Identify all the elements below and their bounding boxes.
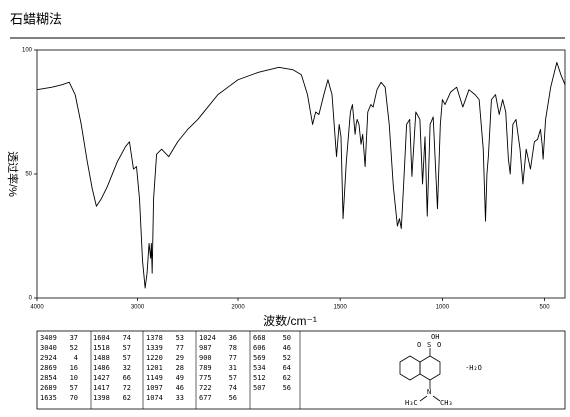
- peak-wavenumber: 722: [199, 384, 212, 392]
- y-tick-label: 100: [22, 48, 33, 54]
- peak-wavenumber: 775: [199, 374, 212, 382]
- peak-transmittance: 50: [283, 334, 291, 342]
- peak-wavenumber: 1378: [146, 334, 163, 342]
- peak-transmittance: 77: [229, 354, 237, 362]
- structure-label: O: [437, 341, 441, 349]
- peak-transmittance: 52: [283, 354, 291, 362]
- peak-wavenumber: 534: [253, 364, 266, 372]
- peak-wavenumber: 2869: [40, 364, 57, 372]
- peak-wavenumber: 987: [199, 344, 212, 352]
- chart-title: 石蜡糊法: [10, 11, 62, 26]
- peak-transmittance: 57: [229, 374, 237, 382]
- peak-wavenumber: 789: [199, 364, 212, 372]
- peak-transmittance: 77: [176, 344, 184, 352]
- peak-wavenumber: 2924: [40, 354, 57, 362]
- peak-wavenumber: 1635: [40, 394, 57, 402]
- peak-wavenumber: 1417: [93, 384, 110, 392]
- x-tick-label: 1000: [436, 305, 450, 311]
- table-dividers: [90, 331, 301, 409]
- peak-wavenumber: 1201: [146, 364, 163, 372]
- structure-label: ·H₂O: [465, 364, 482, 372]
- peak-wavenumber: 1486: [93, 364, 110, 372]
- peak-wavenumber: 1149: [146, 374, 163, 382]
- x-tick-label: 1500: [334, 305, 348, 311]
- peak-transmittance: 78: [229, 344, 237, 352]
- peak-wavenumber: 1024: [199, 334, 216, 342]
- peak-transmittance: 64: [283, 364, 291, 372]
- peak-wavenumber: 1604: [93, 334, 110, 342]
- peak-wavenumber: 1427: [93, 374, 110, 382]
- peak-transmittance: 28: [176, 364, 184, 372]
- y-tick-label: 50: [25, 172, 32, 178]
- peak-wavenumber: 2689: [40, 384, 57, 392]
- peak-wavenumber: 1097: [146, 384, 163, 392]
- spectrum-line: [36, 61, 566, 289]
- structure-drawing: [399, 348, 441, 402]
- y-tick-label: 0: [29, 296, 33, 302]
- structure-label: N: [427, 388, 431, 396]
- peak-transmittance: 49: [176, 374, 184, 382]
- x-tick-label: 4000: [30, 305, 44, 311]
- x-tick-label: 2000: [231, 305, 245, 311]
- peak-transmittance: 33: [176, 394, 184, 402]
- peak-transmittance: 62: [123, 394, 131, 402]
- peak-transmittance: 10: [70, 374, 78, 382]
- peak-transmittance: 36: [229, 334, 237, 342]
- y-axis-label: 透过率/%: [6, 151, 20, 197]
- peak-transmittance: 57: [123, 354, 131, 362]
- peak-transmittance: 29: [176, 354, 184, 362]
- peak-transmittance: 72: [123, 384, 131, 392]
- plot-frame: [36, 49, 566, 299]
- peak-transmittance: 66: [123, 374, 131, 382]
- peak-wavenumber: 1220: [146, 354, 163, 362]
- structure-label: OH: [431, 333, 439, 341]
- peak-table-frame: [36, 330, 566, 410]
- peak-wavenumber: 512: [253, 374, 266, 382]
- peak-wavenumber: 1518: [93, 344, 110, 352]
- peak-transmittance: 57: [70, 384, 78, 392]
- peak-wavenumber: 1339: [146, 344, 163, 352]
- peak-wavenumber: 900: [199, 354, 212, 362]
- structure-label: O: [417, 341, 421, 349]
- peak-transmittance: 74: [123, 334, 131, 342]
- peak-wavenumber: 3409: [40, 334, 57, 342]
- peak-wavenumber: 606: [253, 344, 266, 352]
- peak-transmittance: 62: [283, 374, 291, 382]
- peak-wavenumber: 1398: [93, 394, 110, 402]
- structure-label: CH₃: [440, 399, 453, 407]
- structure-label: H₃C: [405, 399, 418, 407]
- peak-transmittance: 56: [229, 394, 237, 402]
- peak-wavenumber: 1074: [146, 394, 163, 402]
- x-tick-label: 3000: [131, 305, 145, 311]
- structure-label: S: [427, 341, 431, 349]
- peak-wavenumber: 2854: [40, 374, 57, 382]
- peak-transmittance: 70: [70, 394, 78, 402]
- peak-transmittance: 32: [123, 364, 131, 372]
- peak-transmittance: 37: [70, 334, 78, 342]
- peak-wavenumber: 1488: [93, 354, 110, 362]
- peak-transmittance: 56: [283, 384, 291, 392]
- x-axis-label: 波数/cm⁻¹: [263, 313, 317, 328]
- peak-transmittance: 31: [229, 364, 237, 372]
- peak-transmittance: 16: [70, 364, 78, 372]
- peak-transmittance: 53: [176, 334, 184, 342]
- peak-transmittance: 74: [229, 384, 237, 392]
- peak-wavenumber: 507: [253, 384, 266, 392]
- peak-transmittance: 46: [283, 344, 291, 352]
- peak-wavenumber: 3040: [40, 344, 57, 352]
- peak-transmittance: 4: [74, 354, 78, 362]
- peak-wavenumber: 569: [253, 354, 266, 362]
- peak-wavenumber: 677: [199, 394, 212, 402]
- x-tick-label: 500: [540, 305, 551, 311]
- peak-transmittance: 46: [176, 384, 184, 392]
- peak-transmittance: 57: [123, 344, 131, 352]
- peak-wavenumber: 668: [253, 334, 266, 342]
- peak-transmittance: 52: [70, 344, 78, 352]
